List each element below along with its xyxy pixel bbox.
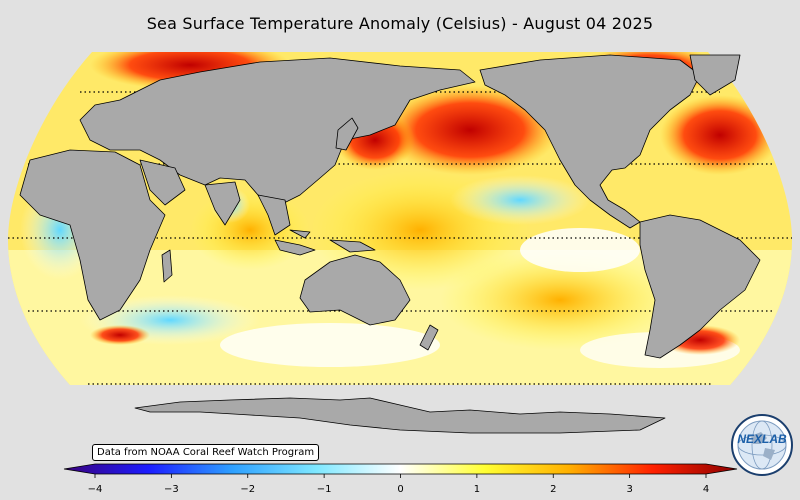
logo-globe-icon — [731, 414, 793, 476]
logo-text: NEXLAB — [737, 432, 787, 446]
colorbar-tick-label: −3 — [164, 484, 179, 495]
new-zealand-islands — [419, 324, 439, 351]
colorbar-tick-label: 0 — [397, 484, 404, 495]
colorbar-tick-label: 1 — [473, 484, 481, 495]
colorbar-bar — [63, 463, 738, 475]
colorbar-tick-label: 3 — [626, 484, 633, 495]
southeast-asia-landmass — [257, 194, 291, 236]
arabia-landmass — [139, 159, 186, 206]
africa-landmass — [19, 149, 166, 321]
colorbar-tick-label: −1 — [316, 484, 332, 495]
colorbar-tick-label: 4 — [702, 484, 710, 495]
australia-landmass — [299, 254, 411, 326]
greenland-landmass — [689, 54, 741, 96]
data-source-note: Data from NOAA Coral Reef Watch Program — [92, 444, 320, 461]
sst-anomaly-map — [8, 52, 792, 434]
colorbar-ticks — [94, 474, 707, 478]
nexlab-logo: NEXLAB — [731, 414, 793, 476]
colorbar — [63, 463, 738, 478]
japan-islands — [335, 117, 359, 151]
eurasia-landmass — [79, 57, 476, 206]
indonesia-islands — [274, 229, 376, 256]
colorbar-tick-label: −2 — [240, 484, 256, 495]
antarctica-landmass — [134, 397, 666, 434]
madagascar-landmass — [161, 249, 173, 283]
colorbar-tick-label: −4 — [87, 484, 103, 495]
india-landmass — [204, 181, 241, 226]
south-america-landmass — [639, 214, 761, 359]
land-masses — [19, 54, 761, 434]
colorbar-tick-label: 2 — [550, 484, 557, 495]
map-title: Sea Surface Temperature Anomaly (Celsius… — [146, 14, 654, 33]
